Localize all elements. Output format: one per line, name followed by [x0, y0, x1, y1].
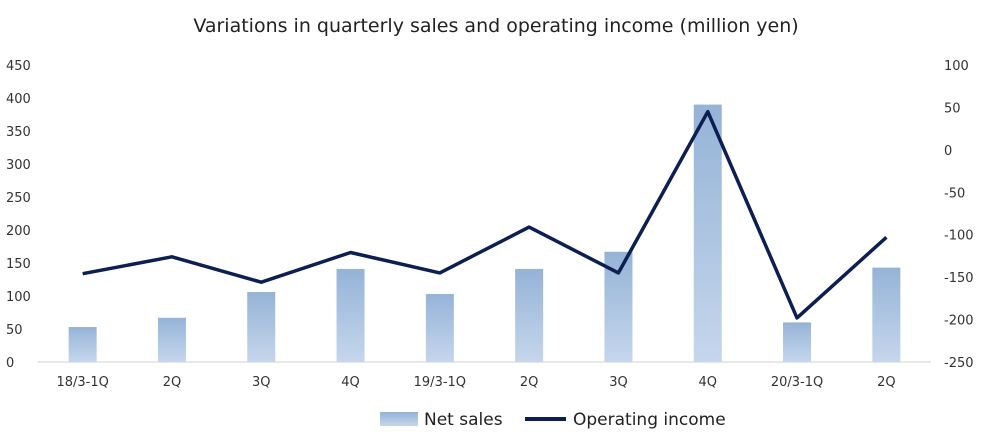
left-tick-label: 400	[6, 92, 31, 107]
right-tick-label: -200	[944, 314, 974, 329]
legend: Net sales Operating income	[380, 410, 726, 430]
x-tick-label: 4Q	[698, 375, 717, 390]
bar-net-sales	[515, 268, 544, 362]
left-tick-label: 100	[6, 290, 31, 305]
right-tick-label: 0	[944, 144, 952, 159]
right-axis: 100 50 0 -50 -100 -150 -200 -250	[944, 59, 974, 371]
x-tick-label: 20/3-1Q	[771, 375, 823, 390]
x-tick-label: 19/3-1Q	[414, 375, 466, 390]
x-tick-label: 4Q	[341, 375, 360, 390]
x-tick-label: 3Q	[609, 375, 628, 390]
right-tick-label: 50	[944, 101, 961, 116]
right-tick-label: 100	[944, 59, 969, 74]
x-tick-label: 2Q	[163, 375, 182, 390]
left-tick-label: 200	[6, 224, 31, 239]
x-axis-ticks: 18/3-1Q 2Q 3Q 4Q 19/3-1Q 2Q 3Q 4Q 20/3-1Q 2Q	[56, 375, 895, 390]
bar-net-sales	[68, 327, 97, 362]
legend-swatch-net-sales	[380, 412, 418, 426]
x-tick-label: 2Q	[877, 375, 896, 390]
legend-label-operating-income: Operating income	[573, 410, 726, 430]
left-tick-label: 150	[6, 257, 31, 272]
left-axis: 0 50 100 150 200 250 300 350 400 450	[6, 59, 31, 371]
left-tick-label: 300	[6, 158, 31, 173]
line-series	[82, 109, 888, 320]
chart-title: Variations in quarterly sales and operat…	[193, 15, 798, 37]
bar-net-sales	[783, 322, 812, 362]
left-tick-label: 0	[6, 356, 14, 371]
left-tick-label: 250	[6, 191, 31, 206]
bar-net-sales	[247, 292, 276, 362]
x-tick-label: 3Q	[252, 375, 271, 390]
left-tick-label: 450	[6, 59, 31, 74]
left-tick-label: 350	[6, 125, 31, 140]
bar-series	[68, 104, 901, 362]
right-tick-label: -250	[944, 356, 974, 371]
bar-net-sales	[693, 104, 722, 362]
left-tick-label: 50	[6, 323, 23, 338]
line-operating-income	[82, 109, 888, 320]
right-tick-label: -150	[944, 271, 974, 286]
bar-net-sales	[872, 267, 901, 362]
right-tick-label: -50	[944, 186, 965, 201]
legend-label-net-sales: Net sales	[424, 410, 503, 430]
right-tick-label: -100	[944, 229, 974, 244]
bar-net-sales	[157, 317, 186, 362]
x-tick-label: 2Q	[520, 375, 539, 390]
bar-net-sales	[425, 294, 454, 362]
x-tick-label: 18/3-1Q	[56, 375, 108, 390]
bar-net-sales	[336, 268, 365, 362]
